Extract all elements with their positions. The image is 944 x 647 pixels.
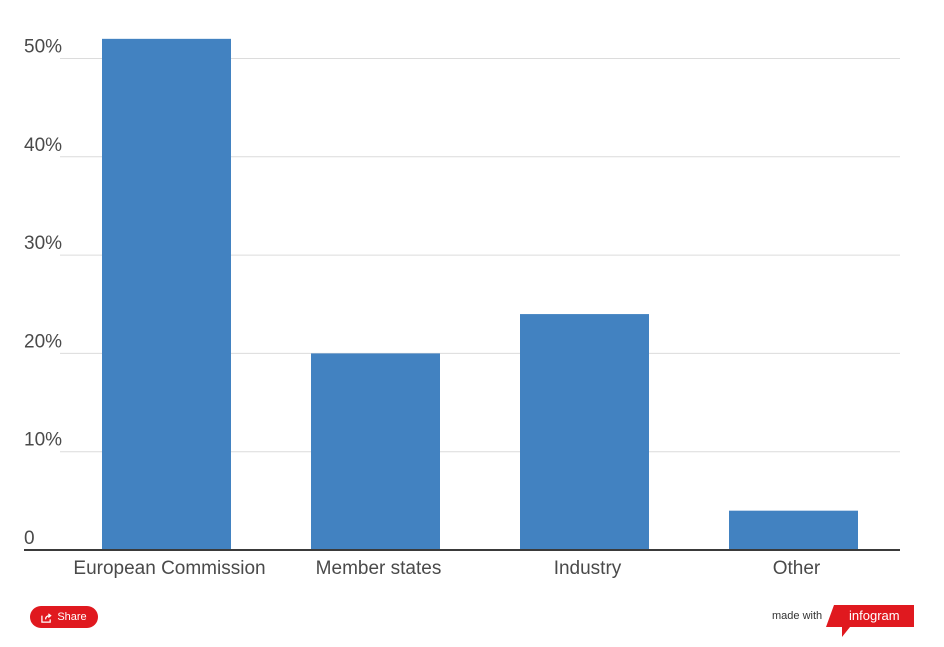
x-axis-ticks: European Commission Member states Industry… [73,558,821,579]
share-icon [41,612,52,623]
bars [102,38,858,551]
x-tick-label: European Commission [73,558,265,579]
made-with-text: made with [772,610,823,622]
x-tick-label: Other [773,558,821,579]
y-tick-label: 20% [24,331,62,352]
infogram-logo-label: infogram [849,608,900,623]
bar-chart: 0 10% 20% 30% 40% 50% European Commission Memb… [24,37,900,579]
x-tick-label: Member states [316,558,442,579]
share-button[interactable]: Share [30,606,98,628]
infogram-logo[interactable] [826,605,914,637]
y-tick-label: 50% [24,37,62,58]
share-label: Share [57,611,87,623]
y-tick-label: 10% [24,430,62,451]
bar [311,353,440,550]
y-axis-ticks: 0 10% 20% 30% 40% 50% [24,37,62,550]
y-tick-label: 30% [24,233,62,254]
y-tick-label: 0 [24,528,35,549]
bar [102,38,231,551]
y-tick-label: 40% [24,135,62,156]
x-tick-label: Industry [554,558,622,579]
bar [520,314,649,550]
bar [729,510,858,550]
